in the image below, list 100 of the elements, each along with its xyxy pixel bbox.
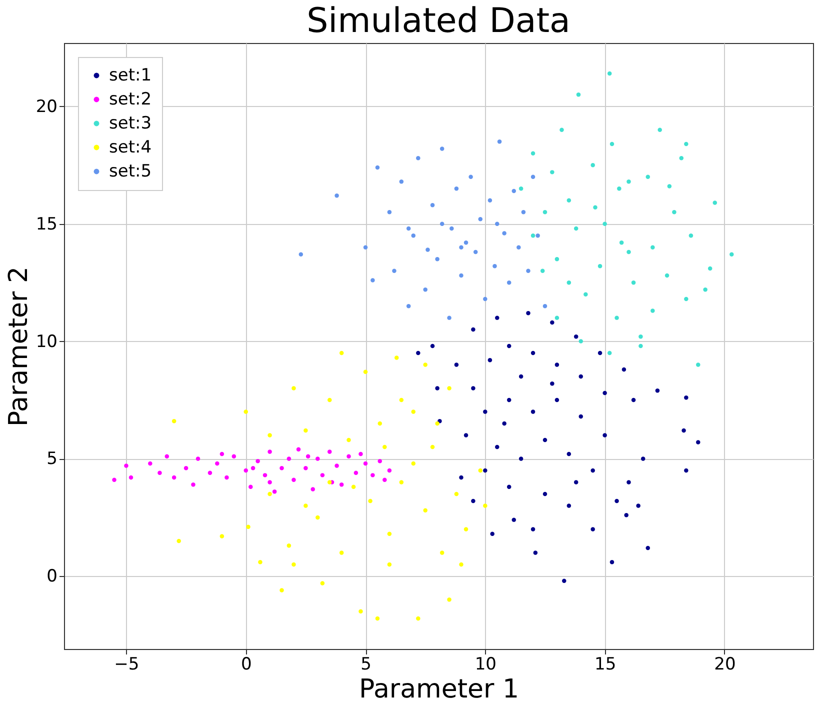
point bbox=[610, 560, 614, 564]
point bbox=[172, 419, 176, 424]
point bbox=[292, 562, 296, 567]
point bbox=[378, 458, 382, 464]
point bbox=[590, 163, 595, 168]
point bbox=[542, 304, 548, 308]
point bbox=[540, 268, 545, 273]
point bbox=[328, 450, 332, 454]
point bbox=[602, 433, 607, 438]
point bbox=[667, 184, 672, 188]
point bbox=[512, 188, 516, 194]
point bbox=[286, 544, 292, 548]
point bbox=[550, 170, 554, 174]
point bbox=[220, 534, 224, 538]
point bbox=[304, 428, 308, 433]
point bbox=[250, 466, 256, 470]
point bbox=[339, 550, 344, 555]
point bbox=[550, 320, 554, 325]
point bbox=[464, 527, 468, 532]
point bbox=[576, 92, 581, 97]
point bbox=[454, 362, 459, 367]
point bbox=[521, 210, 526, 214]
point bbox=[184, 466, 188, 470]
point bbox=[399, 480, 404, 484]
point bbox=[626, 480, 631, 484]
point bbox=[578, 374, 584, 379]
point bbox=[272, 490, 277, 494]
point bbox=[298, 252, 304, 257]
point bbox=[399, 179, 404, 184]
point bbox=[502, 231, 506, 236]
point bbox=[516, 245, 521, 250]
point bbox=[619, 240, 624, 245]
point bbox=[624, 513, 628, 518]
point bbox=[566, 280, 572, 285]
point bbox=[423, 362, 428, 367]
point bbox=[679, 156, 684, 160]
point bbox=[387, 468, 392, 473]
point bbox=[258, 560, 262, 564]
point bbox=[554, 398, 560, 402]
point bbox=[478, 468, 482, 473]
point bbox=[172, 475, 176, 480]
point bbox=[208, 470, 212, 475]
x-tick-label: 5 bbox=[360, 654, 372, 674]
point bbox=[447, 316, 452, 320]
point bbox=[590, 468, 595, 473]
point bbox=[406, 304, 411, 308]
point bbox=[370, 473, 375, 478]
point bbox=[598, 264, 602, 268]
point bbox=[684, 142, 688, 146]
point bbox=[435, 386, 440, 390]
point bbox=[358, 609, 363, 614]
point bbox=[562, 578, 566, 583]
x-tick-label: −5 bbox=[114, 654, 140, 674]
point bbox=[423, 288, 428, 292]
point bbox=[584, 292, 588, 296]
legend-label: set:5 bbox=[109, 162, 152, 182]
point bbox=[363, 245, 368, 250]
legend-label: set:4 bbox=[109, 138, 152, 158]
point bbox=[450, 226, 454, 231]
point bbox=[495, 444, 500, 450]
point bbox=[346, 454, 351, 459]
point bbox=[593, 205, 598, 210]
point bbox=[375, 165, 380, 170]
point bbox=[554, 256, 560, 262]
point bbox=[328, 480, 332, 484]
point bbox=[655, 388, 660, 393]
point bbox=[536, 233, 540, 238]
point bbox=[394, 356, 399, 360]
point bbox=[640, 456, 646, 461]
point bbox=[533, 550, 538, 555]
point bbox=[399, 398, 404, 402]
point bbox=[292, 478, 296, 482]
point bbox=[658, 128, 662, 132]
point bbox=[416, 616, 420, 621]
point bbox=[423, 508, 428, 513]
point bbox=[650, 245, 655, 250]
point bbox=[262, 473, 268, 478]
point bbox=[148, 461, 152, 466]
point bbox=[542, 438, 548, 442]
point bbox=[617, 186, 622, 191]
point bbox=[244, 468, 248, 473]
point bbox=[672, 210, 676, 214]
point bbox=[392, 268, 396, 273]
point bbox=[232, 454, 236, 459]
point bbox=[550, 381, 554, 386]
point bbox=[248, 484, 253, 490]
point bbox=[631, 280, 636, 285]
point bbox=[459, 562, 464, 567]
point bbox=[406, 226, 411, 231]
point bbox=[646, 174, 650, 179]
point bbox=[176, 538, 181, 544]
legend-label: set:2 bbox=[109, 90, 152, 110]
point bbox=[483, 410, 488, 414]
point bbox=[530, 350, 536, 356]
point bbox=[490, 532, 494, 536]
point bbox=[334, 194, 339, 198]
point bbox=[488, 198, 492, 202]
point bbox=[502, 421, 506, 426]
point bbox=[375, 616, 380, 621]
point bbox=[471, 386, 476, 390]
